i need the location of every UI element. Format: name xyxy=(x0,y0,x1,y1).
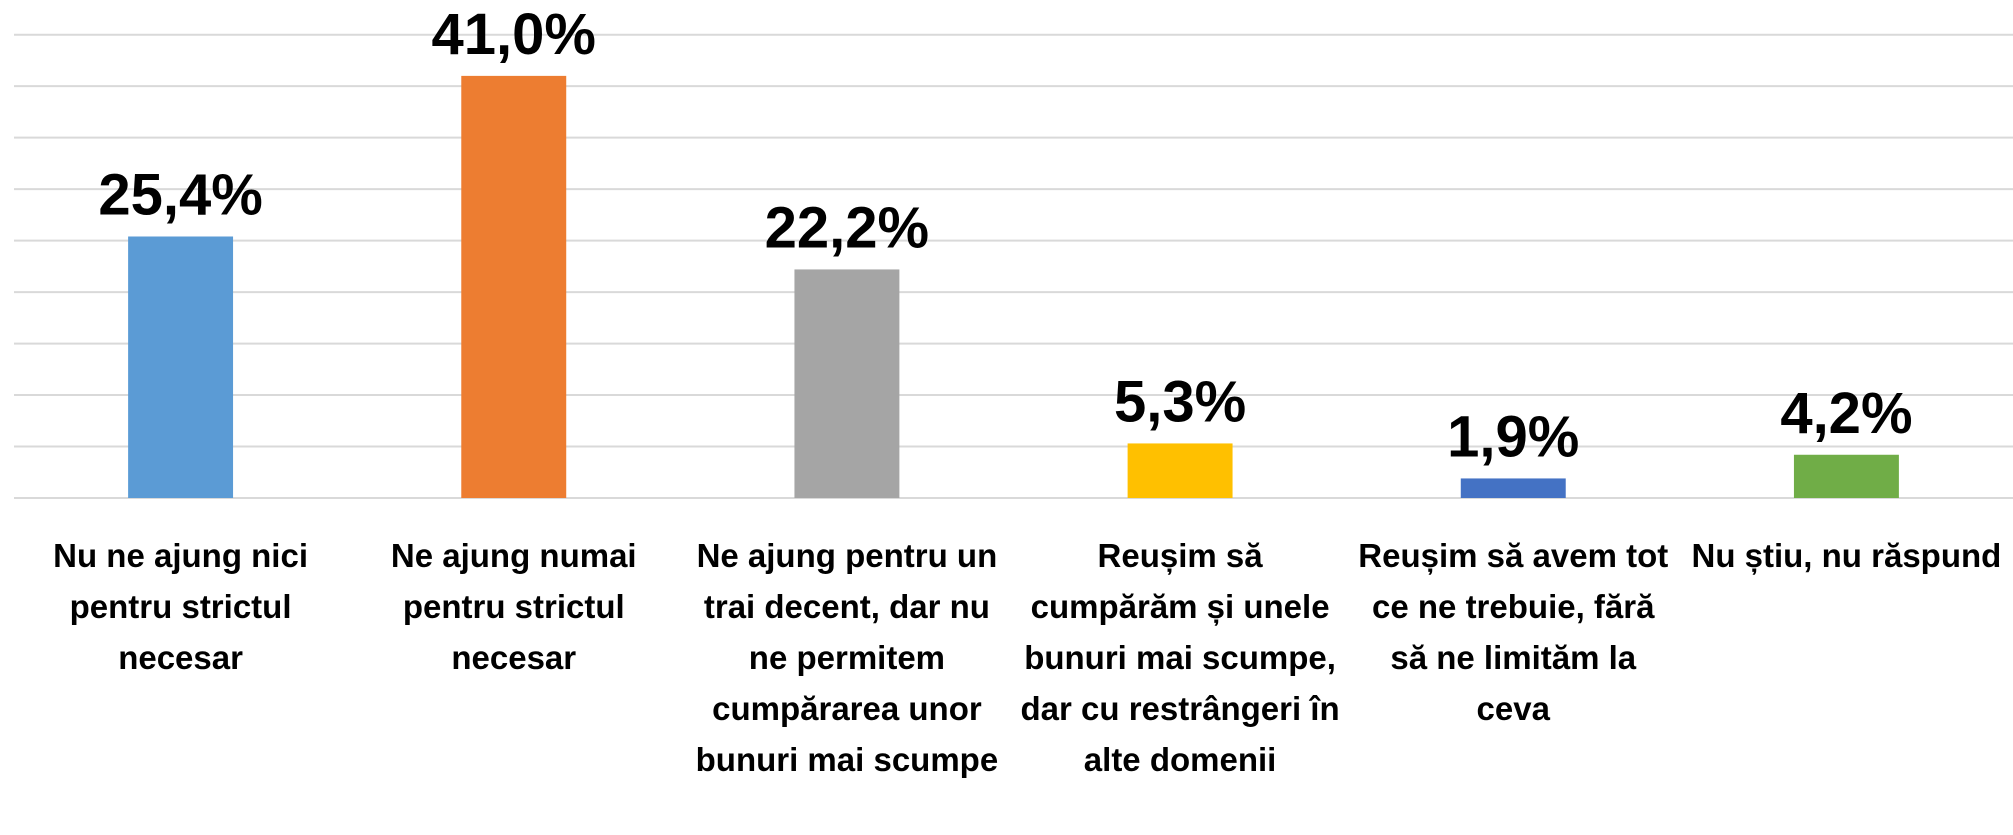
x-tick-label: Reușim să avem tot ce ne trebuie, fără s… xyxy=(1358,537,1669,727)
bar xyxy=(128,236,234,498)
bar xyxy=(1793,454,1899,498)
bar xyxy=(1127,443,1233,498)
x-tick-label: Nu știu, nu răspund xyxy=(1691,537,2002,574)
x-tick-label: Ne ajung pentru un trai decent, dar nu n… xyxy=(695,537,999,778)
data-label: 25,4% xyxy=(98,162,262,227)
data-label: 41,0% xyxy=(432,2,596,67)
bar xyxy=(461,75,567,498)
data-label: 4,2% xyxy=(1780,381,1912,446)
bar xyxy=(794,269,900,498)
data-label: 5,3% xyxy=(1114,369,1246,434)
x-tick-label: Reușim să cumpărăm și unele bunuri mai s… xyxy=(1020,537,1340,778)
x-tick-label: Nu ne ajung nici pentru strictul necesar xyxy=(53,537,308,676)
bar xyxy=(1460,478,1566,498)
data-label: 22,2% xyxy=(765,195,929,260)
data-label: 1,9% xyxy=(1447,404,1579,469)
x-tick-label: Ne ajung numai pentru strictul necesar xyxy=(390,537,637,676)
